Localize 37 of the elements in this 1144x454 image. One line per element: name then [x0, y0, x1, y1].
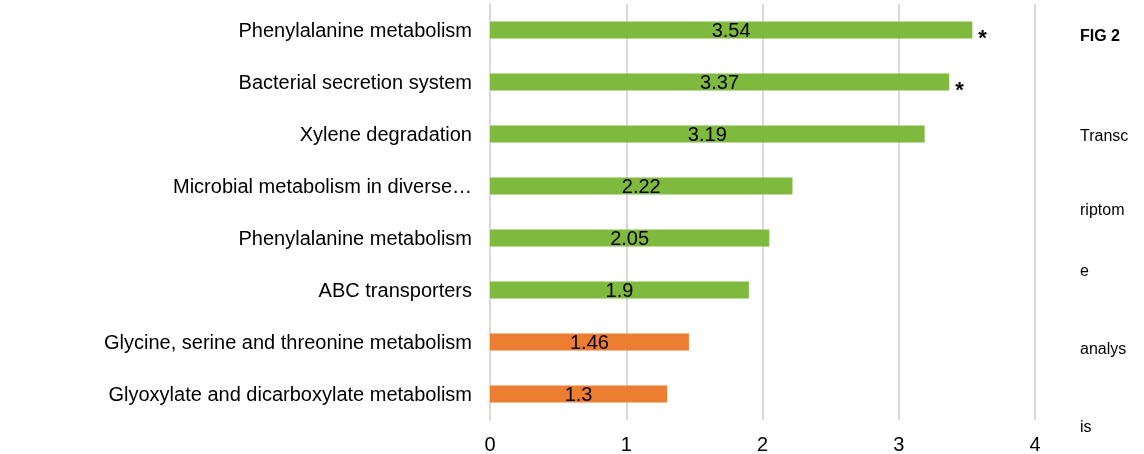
y-tick-label: Xylene degradation — [299, 123, 472, 145]
bar — [490, 73, 950, 91]
text: e — [1080, 261, 1089, 279]
data-label: 2.22 — [621, 175, 661, 197]
y-tick-label: ABC transporters — [318, 279, 472, 301]
y-tick-label: Bacterial secretion system — [238, 71, 472, 93]
bar — [490, 21, 973, 39]
y-tick-label: Glyoxylate and dicarboxylate metabolism — [108, 383, 472, 405]
text: is — [1080, 417, 1092, 435]
bar — [490, 281, 749, 299]
data-label: 3.19 — [687, 123, 727, 145]
bar — [490, 229, 770, 247]
data-label: 1.3 — [564, 383, 593, 405]
text: Transc — [1080, 126, 1129, 144]
y-tick-label: Phenylalanine metabolism — [238, 227, 472, 249]
bar — [490, 333, 689, 351]
data-label: 3.54 — [711, 19, 751, 41]
bar — [490, 125, 925, 143]
annotation: * — [978, 24, 988, 50]
x-tick-label: 0 — [484, 433, 496, 454]
y-tick-label: Glycine, serine and threonine metabolism — [104, 331, 472, 353]
data-label: 1.9 — [605, 279, 634, 301]
data-label: 1.46 — [569, 331, 609, 353]
x-tick-label: 4 — [1029, 433, 1041, 454]
data-label: 3.37 — [700, 71, 740, 93]
caption: FIG 2 — [1080, 26, 1121, 44]
data-label: 2.05 — [610, 227, 650, 249]
text: riptom — [1080, 200, 1125, 218]
y-tick-label: Microbial metabolism in diverse… — [173, 175, 472, 197]
text: analys — [1080, 339, 1127, 357]
bar — [490, 385, 668, 403]
annotation: * — [955, 76, 965, 102]
x-tick-label: 1 — [620, 433, 632, 454]
x-tick-label: 3 — [893, 433, 905, 454]
bar — [490, 177, 793, 195]
x-tick-label: 2 — [756, 433, 769, 454]
y-tick-label: Phenylalanine metabolism — [238, 19, 472, 41]
